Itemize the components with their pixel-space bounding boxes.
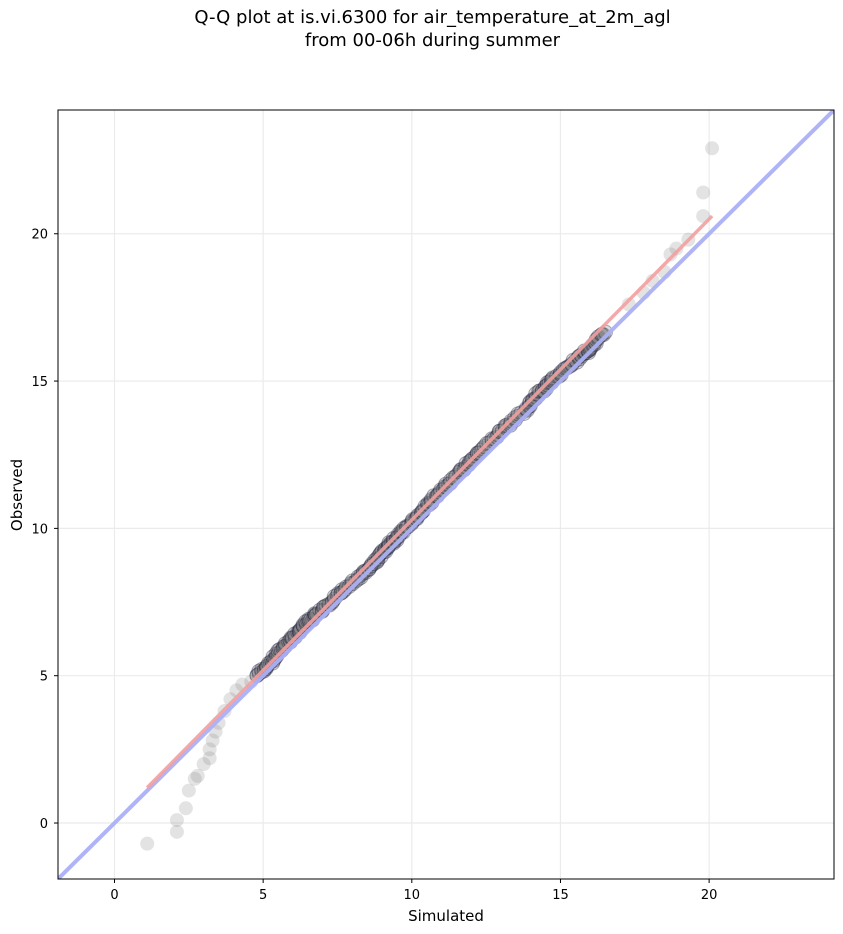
data-point [140,836,155,851]
data-point [669,241,684,256]
data-point [300,613,316,629]
x-tick-label: 20 [701,888,718,903]
y-tick-label: 15 [31,375,48,390]
grid [58,110,834,879]
chart-title-block: Q-Q plot at is.vi.6300 for air_temperatu… [0,6,843,52]
points-layer [140,141,720,851]
data-point [364,556,380,572]
data-point [169,813,184,828]
reference-line [58,110,834,879]
data-point [169,824,184,839]
data-point [295,618,311,634]
fit-line [145,214,714,789]
data-point [357,563,373,579]
data-point [190,768,205,783]
data-point [344,576,360,592]
y-axis-label: Observed [8,459,26,531]
x-tick-label: 15 [552,888,569,903]
x-axis-label: Simulated [408,907,484,925]
data-point [283,630,299,646]
data-point [187,771,202,786]
y-tick-label: 0 [40,817,48,832]
x-tick-label: 0 [110,888,118,903]
data-point [202,751,217,766]
lines-layer [58,110,834,879]
plot-area [58,110,834,879]
x-tick-label: 5 [259,888,267,903]
data-point [696,185,711,200]
data-point [705,141,720,156]
chart-subtitle: from 00-06h during summer [304,30,561,51]
data-point [355,565,371,581]
data-point [202,742,217,757]
plot-frame [57,109,835,880]
data-point [341,578,357,594]
x-axis-ticks: 0 5 10 15 20 [110,879,717,903]
data-point [376,544,392,560]
y-tick-label: 5 [40,670,48,685]
data-point [181,783,196,798]
data-point [663,247,678,262]
y-tick-label: 10 [31,522,48,537]
data-point [272,642,288,658]
data-point [205,733,220,748]
y-tick-label: 20 [31,228,48,243]
x-tick-label: 10 [404,888,421,903]
data-point [178,801,193,816]
chart-title: Q-Q plot at is.vi.6300 for air_temperatu… [194,7,671,28]
data-point [353,567,369,583]
data-point [277,636,293,652]
data-point [196,757,211,772]
y-axis-ticks: 0 5 10 15 20 [31,228,58,832]
